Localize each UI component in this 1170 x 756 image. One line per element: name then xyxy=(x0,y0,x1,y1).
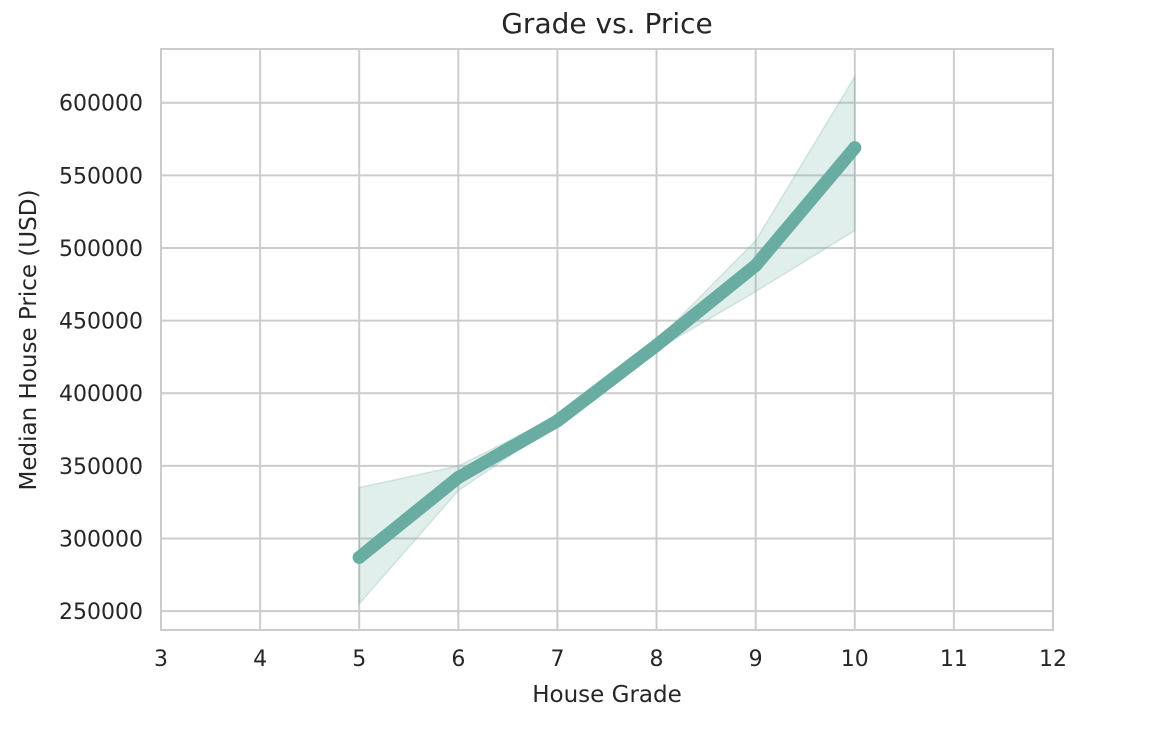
y-tick-label: 250000 xyxy=(59,600,143,625)
x-tick-label: 10 xyxy=(841,647,869,672)
data-point xyxy=(650,338,664,352)
series-line xyxy=(352,141,862,564)
series-line-layer xyxy=(352,141,862,564)
x-tick-label: 6 xyxy=(451,647,465,672)
y-tick-label: 500000 xyxy=(59,237,143,262)
plot-frame xyxy=(160,48,1054,631)
y-tick-label: 450000 xyxy=(59,310,143,335)
data-point xyxy=(749,258,763,272)
y-axis-label: Median House Price (USD) xyxy=(16,190,42,491)
y-axis-ticks: 250000 300000 350000 400000 450000 500000 5500… xyxy=(59,92,143,625)
y-tick-label: 600000 xyxy=(59,92,143,117)
data-point xyxy=(352,550,366,564)
x-axis-label: House Grade xyxy=(532,682,682,708)
data-point xyxy=(848,141,862,155)
x-tick-label: 7 xyxy=(550,647,564,672)
data-point xyxy=(550,414,564,428)
x-tick-label: 5 xyxy=(352,647,366,672)
y-tick-label: 550000 xyxy=(59,164,143,189)
chart-title: Grade vs. Price xyxy=(501,7,713,40)
x-tick-label: 8 xyxy=(650,647,664,672)
x-tick-label: 4 xyxy=(253,647,267,672)
x-tick-label: 12 xyxy=(1039,647,1067,672)
y-tick-label: 350000 xyxy=(59,455,143,480)
x-tick-label: 9 xyxy=(749,647,763,672)
data-point xyxy=(451,470,465,484)
x-tick-label: 3 xyxy=(154,647,168,672)
y-tick-label: 400000 xyxy=(59,382,143,407)
y-tick-label: 300000 xyxy=(59,527,143,552)
grid xyxy=(160,49,1054,630)
x-tick-label: 11 xyxy=(940,647,968,672)
x-axis-ticks: 3 4 5 6 7 8 9 10 11 12 xyxy=(154,647,1067,672)
